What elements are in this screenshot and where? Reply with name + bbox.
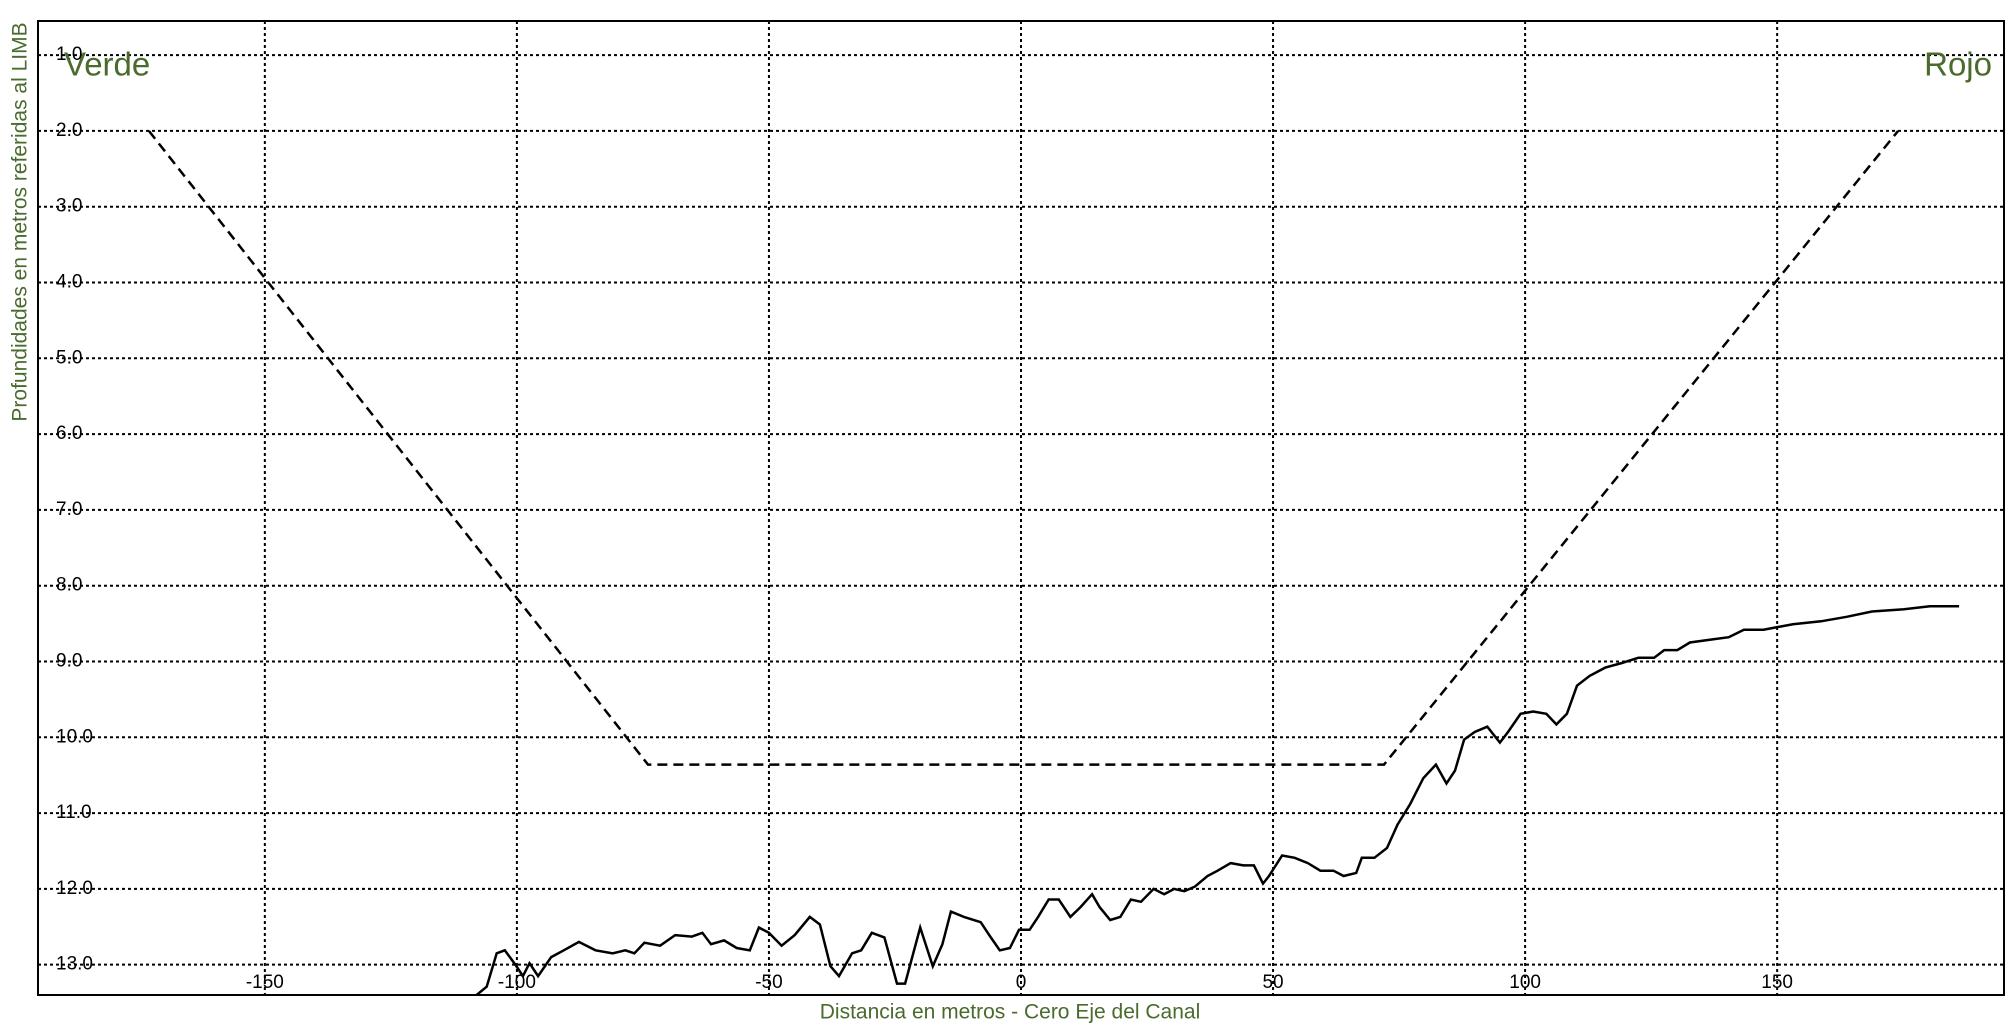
y-tick-label: 9.0 [56,651,82,672]
annotation: Verde [64,46,150,83]
y-tick-label: 12.0 [56,878,93,899]
y-tick-label: 11.0 [56,802,92,823]
series-line [475,604,1960,996]
y-tick-label: 5.0 [56,347,82,368]
y-tick-label: 2.0 [56,120,82,141]
series-line [147,130,1900,766]
y-tick-label: 13.0 [56,954,93,975]
x-tick-label: 0 [1016,972,1027,993]
y-axis-title: Profundidades en metros referidas al LIM… [9,22,32,421]
x-tick-label: -50 [755,972,782,993]
x-tick-label: 50 [1262,972,1283,993]
x-tick-label: 150 [1761,972,1793,993]
x-axis-title: Distancia en metros - Cero Eje del Canal [820,1001,1201,1024]
y-tick-label: 3.0 [56,196,82,217]
plot-frame [37,20,2005,996]
x-tick-label: -150 [246,972,284,993]
y-tick-label: 10.0 [56,726,93,747]
annotation: Rojo [1924,46,1992,83]
x-tick-label: 100 [1509,972,1541,993]
y-tick-label: 6.0 [56,423,82,444]
x-tick-label: -100 [498,972,536,993]
y-tick-label: 1.0 [56,44,82,65]
y-tick-label: 4.0 [56,272,82,293]
y-tick-label: 7.0 [56,499,82,520]
y-tick-label: 8.0 [56,575,82,596]
